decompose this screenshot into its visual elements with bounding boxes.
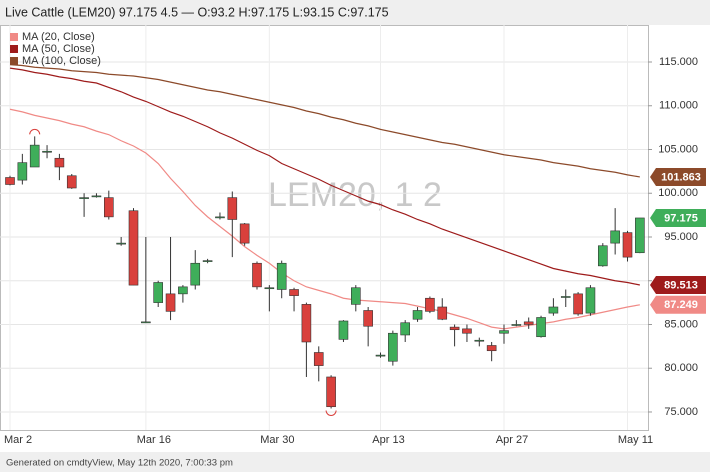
- candle-body: [313, 352, 324, 366]
- candle-body: [104, 197, 114, 218]
- candle-body: [79, 197, 89, 199]
- candle-body: [449, 326, 460, 331]
- candle-body: [42, 150, 52, 153]
- header-bar: [0, 0, 710, 25]
- ma-line: [9, 67, 640, 286]
- candle-body: [536, 317, 546, 338]
- candle-body: [29, 144, 40, 168]
- candle-body: [215, 216, 225, 219]
- candle-body: [573, 293, 583, 315]
- candle-body: [252, 262, 262, 288]
- candle-body: [585, 287, 596, 314]
- low-marker: [325, 410, 337, 416]
- candle-body: [511, 324, 522, 326]
- candle-body: [388, 332, 398, 362]
- candle-body: [425, 297, 435, 312]
- candle-body: [239, 223, 250, 244]
- candle-body: [350, 287, 361, 305]
- candle-body: [610, 230, 620, 244]
- value-tag: [650, 208, 706, 227]
- candle-body: [17, 162, 28, 181]
- candle-body: [276, 262, 287, 290]
- legend-label: MA (20, Close): [22, 31, 95, 43]
- value-tag-label: 97.175: [664, 212, 698, 224]
- candle-body: [289, 289, 299, 296]
- value-tag: [650, 295, 706, 314]
- legend-label: MA (100, Close): [22, 55, 101, 67]
- ma-line: [9, 64, 640, 178]
- high-marker: [29, 128, 41, 135]
- candle-body: [54, 157, 65, 168]
- candle-body: [326, 376, 336, 408]
- candle-body: [190, 262, 201, 286]
- candle-body: [400, 322, 411, 336]
- value-tag-label: 89.513: [664, 279, 698, 291]
- y-tick-label: 85.000: [664, 318, 698, 330]
- footer: Generated on cmdtyView, May 12th 2020, 7…: [6, 458, 233, 469]
- candle-body: [202, 260, 213, 262]
- candle-body: [412, 310, 423, 320]
- footer-bar: [0, 452, 710, 472]
- x-tick-label: May 11: [618, 434, 653, 446]
- candle-body: [462, 328, 472, 334]
- candle-body: [548, 306, 559, 314]
- y-tick-label: 100.000: [658, 187, 698, 199]
- legend-swatch: [10, 45, 18, 53]
- candle-body: [91, 195, 102, 198]
- value-tag-label: 87.249: [664, 299, 698, 311]
- x-tick-label: Mar 16: [137, 434, 171, 446]
- candle-body: [141, 321, 151, 324]
- legend-swatch: [10, 57, 18, 65]
- value-tag: [650, 167, 706, 186]
- candle-body: [622, 232, 633, 258]
- candle-body: [375, 354, 386, 357]
- candle-body: [116, 242, 126, 245]
- candle-body: [66, 175, 77, 189]
- y-tick-label: 105.000: [658, 143, 698, 155]
- value-tag-label: 101.863: [661, 171, 701, 183]
- candle-body: [437, 306, 448, 320]
- candle-body: [523, 321, 534, 325]
- candle-body: [474, 339, 485, 342]
- candle-body: [597, 245, 608, 267]
- value-tag: [650, 275, 706, 294]
- y-tick-label: 75.000: [664, 406, 698, 418]
- candle-body: [338, 320, 349, 340]
- x-tick-label: Apr 13: [372, 434, 404, 446]
- candle-body: [165, 293, 176, 312]
- legend-swatch: [10, 33, 18, 41]
- candle-body: [264, 287, 275, 290]
- candle-body: [301, 304, 312, 343]
- candle-body: [363, 310, 373, 327]
- candle-body: [486, 345, 497, 352]
- x-tick-label: Mar 2: [4, 434, 32, 446]
- y-tick-label: 80.000: [664, 362, 698, 374]
- y-tick-label: 95.000: [664, 231, 698, 243]
- candle-body: [227, 197, 238, 220]
- candle-body: [153, 282, 163, 303]
- candle-body: [5, 177, 15, 185]
- candle-body: [128, 210, 139, 286]
- chart-title: Live Cattle (LEM20) 97.175 4.5 — O:93.2 …: [5, 5, 389, 19]
- x-tick-label: Mar 30: [260, 434, 294, 446]
- legend-label: MA (50, Close): [22, 43, 95, 55]
- y-tick-label: 110.000: [659, 100, 698, 112]
- ma-line: [9, 108, 640, 330]
- candle-body: [635, 217, 645, 254]
- x-tick-label: Apr 27: [496, 434, 528, 446]
- candle-body: [178, 286, 188, 295]
- candle-body: [499, 330, 509, 334]
- y-tick-label: 115.000: [659, 56, 698, 68]
- plot-frame: [0, 25, 649, 431]
- candle-body: [560, 296, 571, 298]
